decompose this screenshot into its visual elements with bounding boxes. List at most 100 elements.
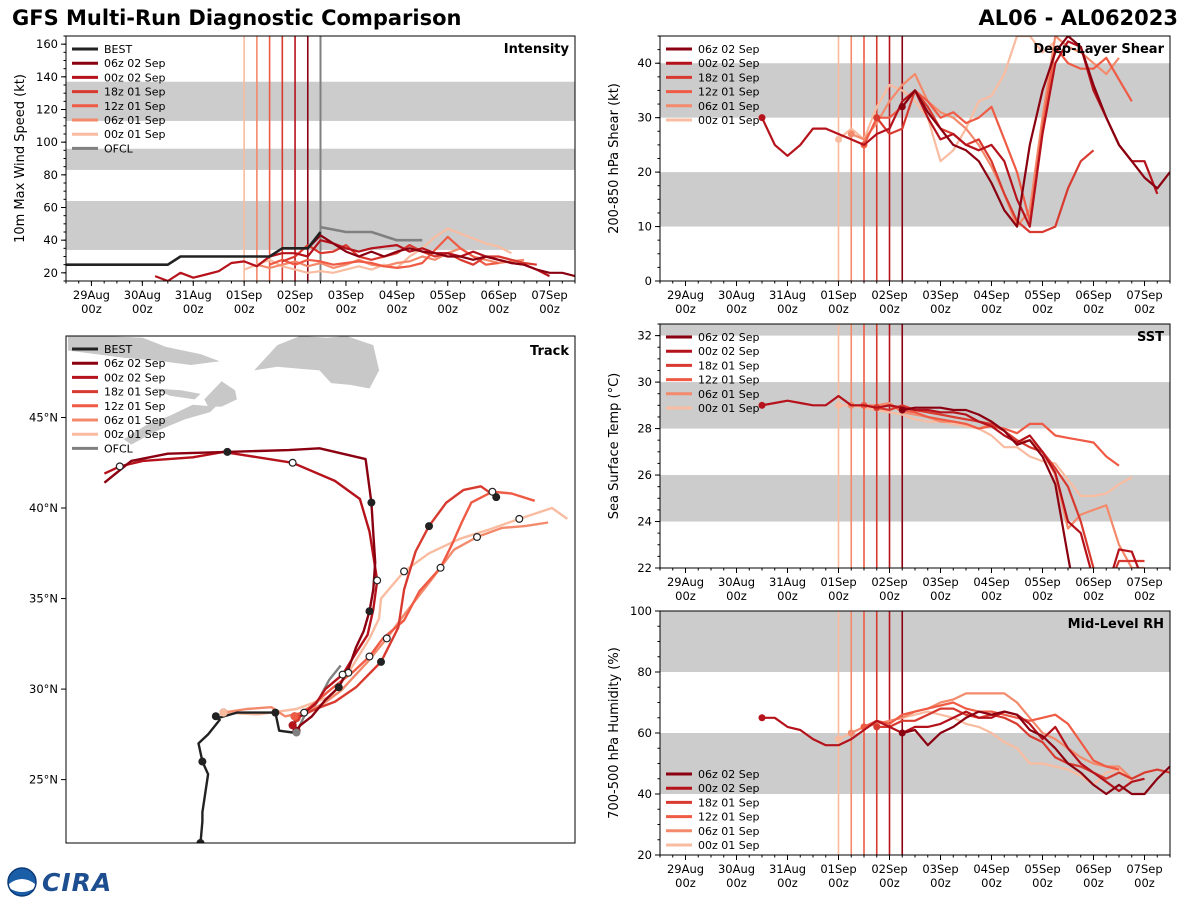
x-tick-label: 30Aug [718, 288, 755, 302]
track-line-06z-02-sep [103, 447, 377, 732]
series-group [66, 225, 575, 281]
series-line-00z-02-sep [762, 710, 1145, 793]
y-axis-label: 10m Max Wind Speed (kt) [13, 74, 28, 243]
y-tick-label: 0 [645, 274, 652, 288]
legend-label: 06z 01 Sep [698, 388, 760, 401]
series-start-point-06z-02-sep [898, 406, 906, 414]
shaded-band [660, 382, 1170, 429]
legend-entry-00z-01-sep: 00z 01 Sep [666, 402, 760, 415]
x-axis: 29Aug00z30Aug00z31Aug00z01Sep00z02Sep00z… [659, 568, 1171, 603]
y-tick-label: 60 [43, 201, 58, 215]
legend-entry-best: BEST [72, 43, 132, 56]
legend-entry-18z-01-sep: 18z 01 Sep [666, 71, 760, 84]
series-line-00z-02-sep [761, 394, 1140, 568]
x-tick-sublabel: 00z [726, 589, 747, 603]
x-tick-label: 04Sep [973, 288, 1009, 302]
x-tick-sublabel: 00z [488, 302, 509, 316]
x-tick-label: 06Sep [1075, 575, 1111, 589]
legend-label: 00z 02 Sep [698, 57, 760, 70]
series-line-06z-01-sep [850, 36, 1120, 228]
land-nova-scotia [123, 404, 216, 445]
track-point-best [211, 712, 220, 721]
legend-entry-best: BEST [72, 343, 132, 356]
x-tick-sublabel: 00z [387, 302, 408, 316]
x-tick-sublabel: 00z [777, 302, 798, 316]
x-tick-sublabel: 00z [675, 302, 696, 316]
x-tick-label: 29Aug [73, 288, 110, 302]
x-tick-sublabel: 00z [1134, 589, 1155, 603]
legend-entry-18z-01-sep: 18z 01 Sep [72, 386, 166, 399]
x-axis: 29Aug00z30Aug00z31Aug00z01Sep00z02Sep00z… [65, 281, 576, 316]
x-tick-sublabel: 00z [437, 302, 458, 316]
x-tick-label: 05Sep [430, 288, 466, 302]
y-axis: 0 10 20 30 40 [637, 35, 660, 288]
track-point-00z-02-sep [115, 462, 124, 471]
x-tick-label: 03Sep [922, 862, 958, 876]
x-tick-sublabel: 00z [879, 589, 900, 603]
x-tick-sublabel: 00z [828, 302, 849, 316]
y-axis: 20 40 60 80 100 120 140 160 [36, 35, 66, 282]
x-tick-sublabel: 00z [1032, 302, 1053, 316]
series-line-00z-01-sep [837, 36, 1057, 163]
legend-label: 00z 02 Sep [104, 371, 166, 384]
y-tick-label: 30 [637, 375, 652, 389]
land-labrador-coast [67, 336, 220, 365]
series-start-point-18z-01-sep [873, 723, 881, 731]
panel-rh: 20 40 60 80 100 700-500 hPa Humidity (%) 29Aug… [607, 604, 1171, 890]
track-start-00z-01-sep [219, 708, 228, 717]
x-tick-sublabel: 00z [981, 589, 1002, 603]
x-tick-label: 05Sep [1024, 288, 1060, 302]
legend-label: 06z 01 Sep [698, 825, 760, 838]
legend-entry-06z-01-sep: 06z 01 Sep [666, 825, 760, 838]
x-tick-sublabel: 00z [539, 302, 560, 316]
x-tick-label: 29Aug [667, 575, 704, 589]
legend-entry-12z-01-sep: 12z 01 Sep [72, 400, 166, 413]
legend-entry-06z-01-sep: 06z 01 Sep [72, 414, 166, 427]
legend-entry-ofcl: OFCL [72, 142, 134, 155]
legend-entry-00z-02-sep: 00z 02 Sep [72, 71, 166, 84]
y-axis: 20 40 60 80 100 [630, 604, 660, 862]
lat-tick-label: 35°N [29, 592, 58, 606]
track-point-00z-01-sep [400, 567, 409, 576]
x-tick-sublabel: 00z [81, 302, 102, 316]
x-tick-sublabel: 00z [726, 876, 747, 890]
series-line-06z-02-sep [307, 234, 575, 278]
track-point-06z-02-sep [365, 607, 374, 616]
panel-title: SST [1137, 330, 1164, 345]
series-start-point-00z-02-sep [758, 714, 766, 722]
lat-tick-label: 30°N [29, 682, 58, 696]
x-tick-sublabel: 00z [930, 589, 951, 603]
track-line-12z-01-sep [293, 490, 536, 718]
x-tick-label: 01Sep [226, 288, 262, 302]
legend-label: 00z 02 Sep [698, 345, 760, 358]
x-tick-label: 06Sep [1075, 288, 1111, 302]
track-point-12z-01-sep [488, 487, 497, 496]
y-tick-label: 160 [36, 37, 58, 51]
x-tick-label: 01Sep [820, 288, 856, 302]
series-start-point-18z-01-sep [873, 114, 881, 122]
shaded-band [660, 733, 1170, 794]
track-point-18z-01-sep [492, 493, 501, 502]
x-tick-label: 02Sep [277, 288, 313, 302]
legend-entry-00z-02-sep: 00z 02 Sep [666, 782, 760, 795]
x-tick-label: 04Sep [973, 862, 1009, 876]
legend-entry-00z-01-sep: 00z 01 Sep [72, 128, 166, 141]
x-axis: 29Aug00z30Aug00z31Aug00z01Sep00z02Sep00z… [659, 855, 1171, 890]
x-tick-label: 01Sep [820, 575, 856, 589]
x-tick-label: 06Sep [480, 288, 516, 302]
x-tick-sublabel: 00z [777, 876, 798, 890]
x-tick-sublabel: 00z [132, 302, 153, 316]
legend-label: 12z 01 Sep [698, 374, 760, 387]
legend-label: 00z 02 Sep [104, 71, 166, 84]
series-group [758, 692, 1170, 796]
legend-label: 18z 01 Sep [698, 71, 760, 84]
track-point-best [198, 757, 207, 766]
x-tick-sublabel: 00z [1083, 302, 1104, 316]
track-point-18z-01-sep [425, 522, 434, 531]
legend-label: 18z 01 Sep [698, 796, 760, 809]
y-tick-label: 40 [43, 233, 58, 247]
legend-entry-06z-02-sep: 06z 02 Sep [72, 57, 166, 70]
series-line-18z-01-sep [876, 707, 1170, 780]
